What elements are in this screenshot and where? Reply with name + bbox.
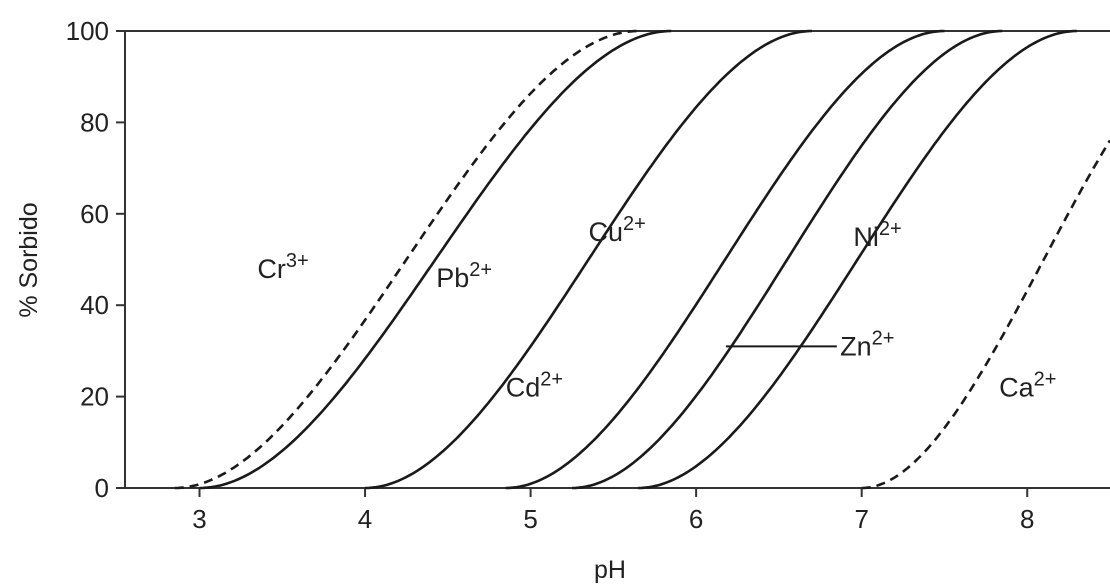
series-line-cd xyxy=(505,29,945,490)
y-tick-label: 0 xyxy=(95,473,109,503)
series-line-pb xyxy=(199,29,672,490)
series-line-cr xyxy=(174,29,639,490)
series-line-zn xyxy=(571,29,1003,490)
series-label-ni: Ni2+ xyxy=(853,218,901,252)
y-tick-label: 80 xyxy=(80,107,109,137)
y-tick-label: 100 xyxy=(66,16,109,46)
series-labels: Cr3+ Pb2+ Cu2+ Cd2+ Zn2+ Ni2+ Ca2+ xyxy=(257,213,1056,402)
series-label-cd: Cd2+ xyxy=(506,369,563,403)
series-label-cu: Cu2+ xyxy=(589,213,646,247)
series-label-zn: Zn2+ xyxy=(840,327,894,361)
x-tick-label: 5 xyxy=(523,504,537,534)
y-tick-label: 60 xyxy=(80,199,109,229)
series-line-cu xyxy=(364,29,813,490)
series-label-cr: Cr3+ xyxy=(257,250,308,284)
x-tick-label: 6 xyxy=(689,504,703,534)
series-line-ca xyxy=(861,139,1110,490)
x-axis-title: pH xyxy=(594,556,626,584)
y-tick-label: 40 xyxy=(80,290,109,320)
series-label-pb: Pb2+ xyxy=(436,259,492,293)
series-label-ca: Ca2+ xyxy=(999,369,1056,403)
series-line-ni xyxy=(638,29,1077,490)
x-tick-label: 8 xyxy=(1020,504,1034,534)
x-tick-label: 4 xyxy=(358,504,372,534)
series-curves xyxy=(174,29,1110,490)
x-tick-label: 7 xyxy=(854,504,868,534)
y-tick-label: 20 xyxy=(80,382,109,412)
x-tick-label: 3 xyxy=(192,504,206,534)
y-axis-title: % Sorbido xyxy=(15,202,43,317)
